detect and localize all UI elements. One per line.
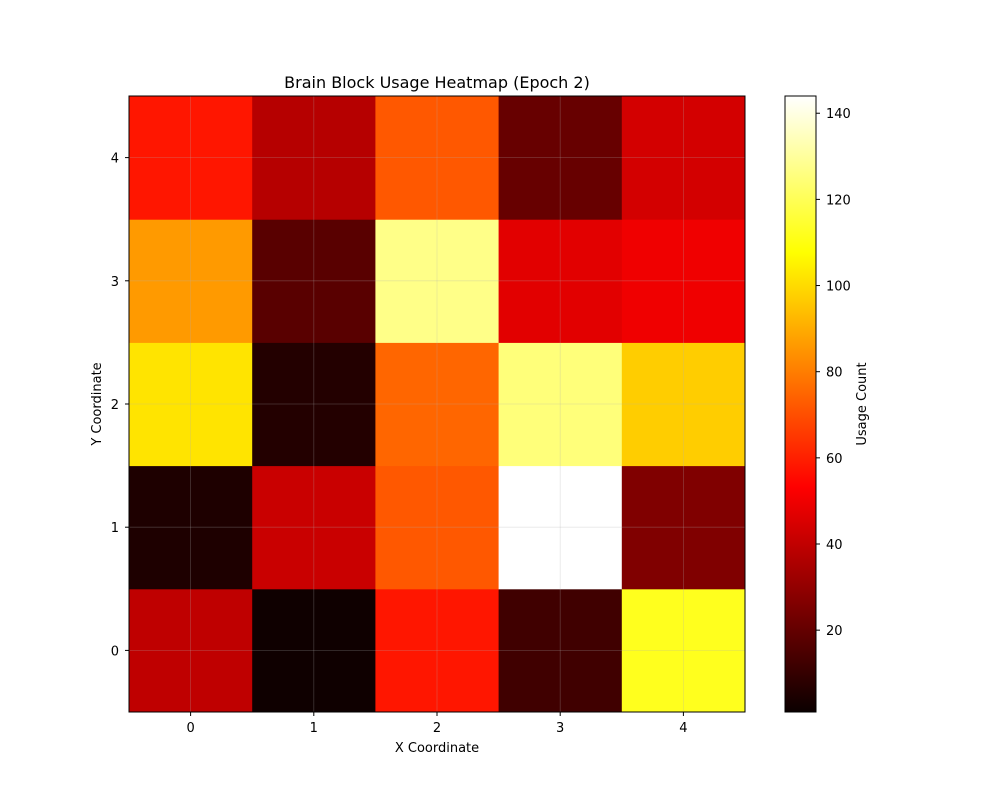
heatmap-cell (498, 588, 623, 713)
heatmap-cell (129, 465, 253, 590)
heatmap-cell (621, 465, 746, 590)
colorbar-label: Usage Count (855, 362, 870, 445)
heatmap-cell (252, 96, 376, 220)
y-tick-label: 1 (111, 521, 119, 536)
heatmap-cell (621, 96, 746, 220)
heatmap-cell (375, 96, 500, 220)
heatmap-cell (498, 465, 623, 590)
colorbar-tick-label: 60 (826, 452, 843, 467)
x-tick-label: 4 (679, 721, 687, 736)
heatmap-cell (252, 342, 376, 467)
grid-lines (129, 96, 745, 712)
chart-title: Brain Block Usage Heatmap (Epoch 2) (284, 73, 590, 92)
x-axis-label: X Coordinate (395, 741, 479, 756)
heatmap-cell (129, 96, 253, 220)
heatmap-cell (252, 219, 376, 343)
heatmap-cells (129, 96, 746, 713)
heatmap-cell (375, 588, 500, 713)
y-axis-ticks: 0 1 2 3 4 (111, 152, 129, 659)
y-tick-label: 0 (111, 644, 119, 659)
heatmap-cell (129, 342, 253, 467)
colorbar-ticks: 20 40 60 80 100 120 140 (816, 107, 851, 639)
y-tick-label: 4 (111, 152, 119, 167)
y-tick-label: 2 (111, 398, 119, 413)
colorbar (784, 95, 817, 713)
heatmap-cell (621, 588, 746, 713)
colorbar-tick-label: 40 (826, 538, 843, 553)
heatmap-cell (498, 219, 623, 343)
colorbar-tick-label: 100 (826, 280, 851, 295)
colorbar-tick-label: 140 (826, 107, 851, 122)
colorbar-tick-label: 80 (826, 366, 843, 381)
heatmap-cell (498, 342, 623, 467)
heatmap-cell (621, 342, 746, 467)
heatmap-cell (498, 96, 623, 220)
heatmap-cell (621, 219, 746, 343)
x-tick-label: 1 (310, 721, 318, 736)
x-axis-ticks: 0 1 2 3 4 (186, 712, 688, 736)
x-tick-label: 3 (556, 721, 564, 736)
heatmap-cell (129, 588, 253, 713)
colorbar-tick-label: 20 (826, 624, 843, 639)
heatmap-cell (375, 342, 500, 467)
heatmap-cell (252, 588, 376, 713)
x-tick-label: 0 (186, 721, 194, 736)
colorbar-tick-label: 120 (826, 193, 851, 208)
y-axis-label: Y Coordinate (90, 362, 105, 446)
heatmap-cell (375, 219, 500, 343)
y-tick-label: 3 (111, 275, 119, 290)
heatmap-cell (375, 465, 500, 590)
x-tick-label: 2 (433, 721, 441, 736)
heatmap-cell (129, 219, 253, 343)
heatmap-cell (252, 465, 376, 590)
